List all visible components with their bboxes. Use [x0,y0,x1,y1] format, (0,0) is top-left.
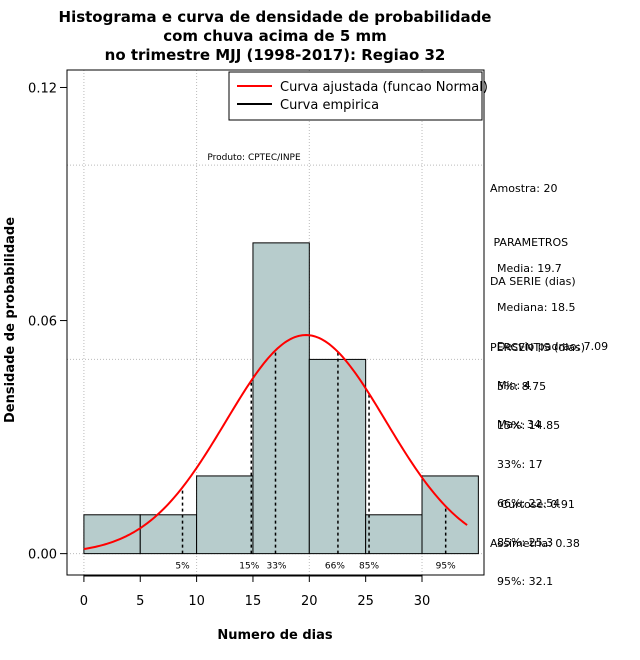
legend-label-empirical: Curva empirica [280,98,379,113]
histogram-bar [196,475,254,555]
percentil-15: 15%: 14.85 [490,419,561,432]
legend: Curva ajustada (funcao Normal) Curva emp… [228,71,488,121]
percentil-95: 95%: 32.1 [490,575,554,588]
side-panel-params: Media: 19.7 Mediana: 18.5 Desvio padrao:… [490,236,608,444]
percentile-label: 5% [175,562,190,572]
y-axis: 0.00 0.06 0.12 [28,81,68,563]
histogram-bar [139,514,198,555]
percentil-33: 33%: 17 [490,458,543,471]
percentile-label: 33% [266,562,286,572]
x-tick-label: 5 [136,594,144,609]
y-tick-label: 0.12 [28,81,57,96]
side-panel-stats: Curtose: 0.91 Assimetria: 0.38 [490,472,580,563]
histogram-bar [365,514,423,555]
legend-box [228,71,483,121]
y-tick-label: 0.06 [28,315,57,330]
chart-title: Histograma e curva de densidade de proba… [59,8,492,64]
percentil-5: 5%: 8.75 [490,380,547,393]
x-tick-label: 30 [414,594,431,609]
percentile-label: 66% [325,562,345,572]
title-line-1: Histograma e curva de densidade de proba… [59,8,492,26]
stat-skewness: Assimetria: 0.38 [490,537,580,550]
side-panel-params-header: PARAMETROS DA SERIE (dias) [490,210,576,301]
params-header-line: DA SERIE (dias) [490,275,576,288]
x-axis: 0 5 10 15 20 25 30 [80,575,431,609]
param-max: Max: 34 [490,418,541,431]
x-tick-label: 15 [245,594,262,609]
legend-label-normal: Curva ajustada (funcao Normal) [280,80,488,95]
x-axis-title: Numero de dias [217,628,333,643]
param-mean: Media: 19.7 [490,262,562,275]
normal-fit-curve [83,334,468,551]
y-axis-title: Densidade de probabilidade [3,217,18,423]
param-median: Mediana: 18.5 [490,301,576,314]
stat-kurtosis: Curtose: 0.91 [490,498,575,511]
product-annotation: Produto: CPTEC/INPE [207,153,301,163]
histogram-bar [252,242,310,555]
y-tick-label: 0.00 [28,548,57,563]
percentile-label: 15% [239,562,259,572]
params-header-line: PARAMETROS [490,236,569,249]
x-tick-label: 0 [80,594,88,609]
param-min: Min: 4 [490,379,531,392]
percentil-85: 85%: 25.3 [490,536,554,549]
percentil-66: 66%: 22.54 [490,497,561,510]
side-panel-sample: Amostra: 20 [490,182,558,195]
histogram-bars [83,242,479,555]
x-tick-label: 10 [188,594,205,609]
x-tick-label: 25 [357,594,374,609]
x-tick-label: 20 [301,594,318,609]
param-sd: Desvio padrao: 7.09 [490,340,609,353]
title-line-2: com chuva acima de 5 mm [163,27,387,45]
side-panel-percentis-header: PERCENTIS (dias) [490,341,586,354]
side-panel-percentis: 5%: 8.75 15%: 14.85 33%: 17 66%: 22.54 8… [490,354,560,601]
percentile-label: 85% [359,562,379,572]
percentile-label: 95% [436,562,456,572]
percentile-lines [181,350,447,554]
title-line-3: no trimestre MJJ (1998-2017): Regiao 32 [105,46,446,64]
percentile-labels: 5% 15% 33% 66% 85% 95% [175,562,456,572]
